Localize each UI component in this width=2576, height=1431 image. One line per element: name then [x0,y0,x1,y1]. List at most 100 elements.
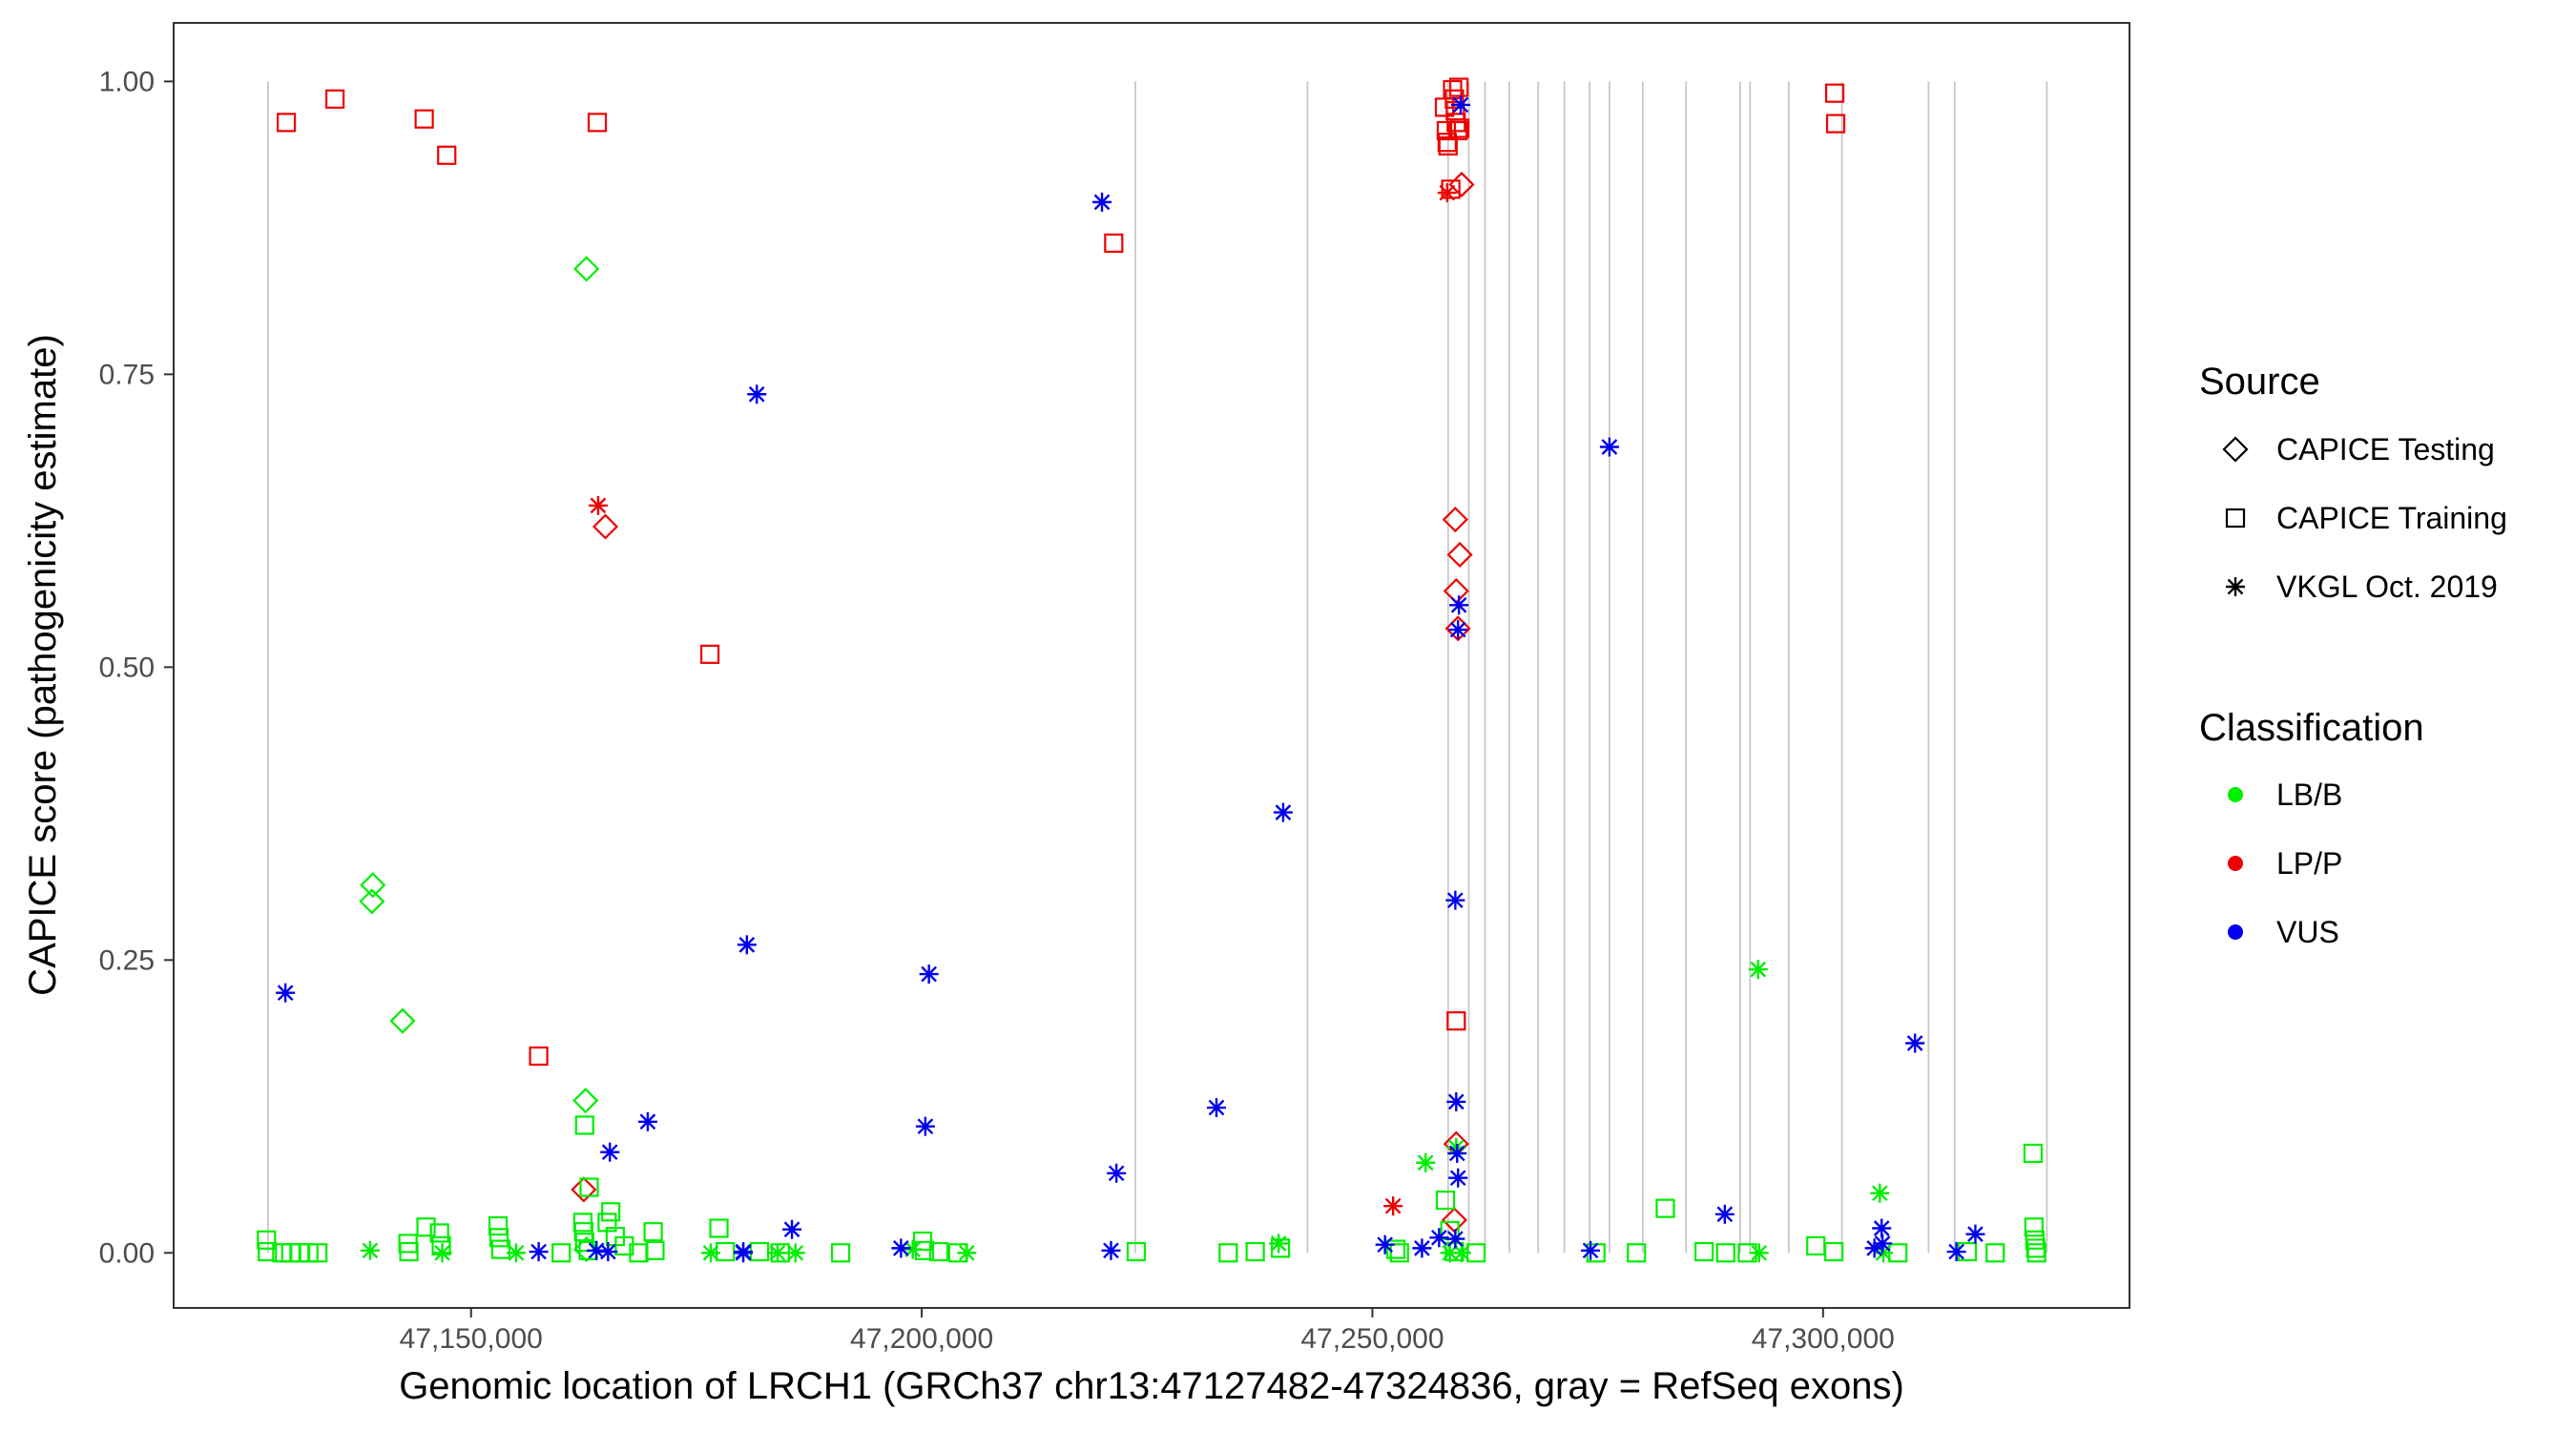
data-point [1451,94,1471,114]
data-point [2024,1217,2044,1237]
data-point [1107,1163,1127,1183]
data-point [1870,1183,1890,1203]
data-point [1449,118,1470,138]
data-point [1965,1224,1985,1244]
legend-class-label: LB/B [2276,778,2342,812]
data-point [891,1238,911,1258]
data-point [699,644,720,664]
data-point [1824,83,1845,103]
data-point [1905,1033,1925,1053]
data-point [1749,1243,1769,1263]
legend-source-label: CAPICE Testing [2276,432,2495,467]
data-point [643,1222,663,1242]
data-point [1446,541,1473,569]
legend-source-key [2222,436,2249,463]
legend-class-key [2228,787,2243,802]
data-point [490,1239,511,1259]
data-point [1375,1234,1395,1255]
data-point [1218,1243,1238,1263]
data-point [785,1243,805,1263]
legend: Source Classification CAPICE Testing CAPI… [2199,361,2507,949]
legend-source-key [2225,508,2246,529]
data-point [1435,1190,1456,1211]
data-point [1437,183,1457,203]
data-point [1946,1242,1966,1262]
y-tick-label: 0.50 [99,652,155,683]
y-tick-label: 1.00 [99,66,155,97]
data-point [1448,171,1475,198]
data-point [747,384,767,404]
data-point [1445,1229,1465,1249]
data-point [573,1222,593,1242]
data-point [1714,1204,1735,1224]
data-point [1092,192,1112,212]
data-point [1273,802,1293,822]
data-point [551,1243,571,1263]
data-point [389,1007,416,1034]
data-point [601,1202,621,1222]
data-point [2026,1243,2046,1263]
data-point [529,1242,549,1262]
data-point [1412,1238,1432,1258]
data-point [1655,1198,1675,1218]
data-point [1448,120,1468,141]
data-point [1873,1234,1893,1254]
data-point [767,1243,787,1263]
data-point [914,1240,935,1260]
legend-class-key [2228,924,2243,940]
data-point [325,89,345,109]
data-point [1416,1152,1436,1172]
data-point [308,1243,328,1263]
data-point [1448,620,1468,640]
data-point [1825,114,1846,134]
data-point [276,113,297,133]
legend-class-label: LP/P [2276,846,2342,881]
data-point [506,1243,526,1263]
data-point [598,1242,618,1262]
data-point [360,872,386,899]
y-tick-label: 0.75 [99,359,155,390]
data-point [637,1111,657,1131]
data-point [1446,1011,1466,1031]
data-point [1126,1241,1147,1262]
data-point [701,1243,721,1263]
data-point [1627,1243,1647,1263]
data-point [928,1241,949,1262]
data-point [592,513,619,540]
data-point [573,256,600,282]
data-point [600,1142,620,1162]
data-point [529,1046,549,1067]
x-axis-title: Genomic location of LRCH1 (GRCh37 chr13:… [399,1365,1904,1407]
y-axis-title: CAPICE score (pathogenicity estimate) [22,334,64,996]
data-point [919,964,939,985]
plot-panel-border [173,22,2130,1309]
exon-lines [267,81,2048,1254]
data-point [1269,1234,1289,1254]
legend-class-label: VUS [2276,915,2339,949]
data-point [587,1240,607,1260]
legend-class-key [2228,856,2243,871]
data-point [432,1243,452,1263]
data-point [416,1217,436,1237]
data-point [1448,1168,1468,1188]
data-point [1442,507,1468,533]
data-point [1446,1091,1466,1111]
data-point [414,109,434,129]
data-point [830,1243,851,1263]
data-point [1104,233,1124,253]
data-point [2023,1143,2044,1164]
data-point [1748,960,1768,980]
data-point [1429,1228,1449,1248]
x-tick-label: 47,250,000 [1300,1323,1444,1355]
data-point [1383,1196,1403,1216]
legend-classification-title: Classification [2199,707,2424,749]
data-point [579,1177,599,1197]
data-point [1715,1243,1735,1263]
data-point [488,1228,509,1248]
data-point [1245,1241,1265,1262]
data-point [399,1241,419,1262]
data-point [1389,1243,1409,1263]
data-point [359,888,385,915]
data-point [1694,1241,1714,1262]
